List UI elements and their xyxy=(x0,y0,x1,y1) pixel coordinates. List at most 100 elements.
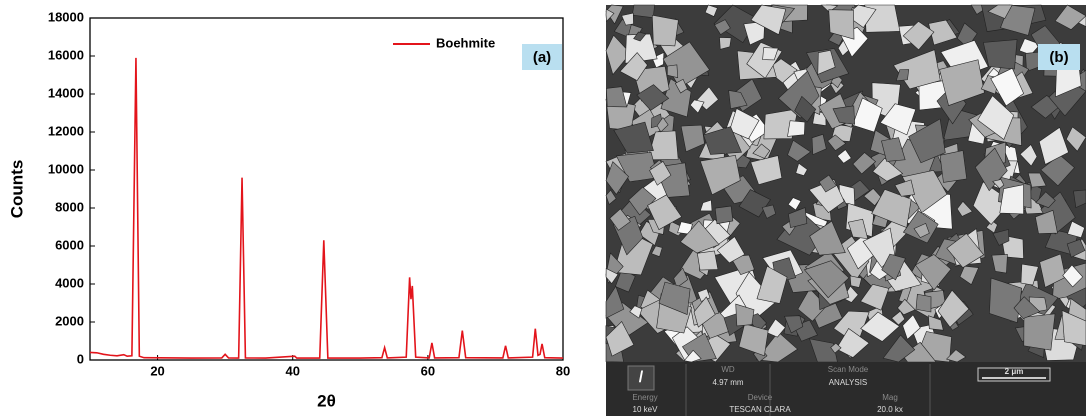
y-tick-label: 4000 xyxy=(55,275,84,290)
crystal xyxy=(811,133,827,156)
scale-bar-label: 2 μm xyxy=(1005,367,1024,376)
crystal xyxy=(842,285,859,303)
plot-frame xyxy=(89,17,564,361)
panel-label-box xyxy=(1038,44,1080,70)
crystal xyxy=(794,95,817,123)
info-label: WD xyxy=(721,365,735,374)
crystal xyxy=(1038,126,1069,165)
crystal xyxy=(651,14,679,47)
crystal xyxy=(716,236,746,264)
annotation-box xyxy=(522,44,562,70)
crystal xyxy=(609,208,631,231)
crystal xyxy=(628,186,657,216)
crystal xyxy=(828,9,855,40)
crystal xyxy=(1013,296,1041,320)
crystal xyxy=(852,152,877,175)
crystal xyxy=(651,245,663,258)
crystal xyxy=(788,207,808,228)
crystal xyxy=(696,250,719,271)
crystal xyxy=(915,254,952,291)
crystal xyxy=(894,179,915,197)
crystal xyxy=(946,233,985,269)
crystal xyxy=(991,254,1008,274)
crystal xyxy=(679,220,720,254)
crystal xyxy=(956,22,978,49)
panel-label: (b) xyxy=(1049,49,1068,66)
crystal xyxy=(915,293,932,313)
crystal xyxy=(680,124,705,153)
crystal xyxy=(795,162,808,177)
crystal xyxy=(756,265,788,304)
crystal xyxy=(683,349,702,363)
x-tick-label: 80 xyxy=(556,363,570,378)
crystal xyxy=(881,253,906,281)
crystal xyxy=(1035,191,1056,209)
x-tick-label: 60 xyxy=(421,363,435,378)
y-tick-label: 2000 xyxy=(55,313,84,328)
scale-bar-box xyxy=(977,367,1051,382)
info-label: Energy xyxy=(632,393,657,402)
crystal xyxy=(621,12,634,26)
y-tick-label: 14000 xyxy=(48,85,84,100)
info-value: ANALYSIS xyxy=(829,378,868,387)
crystal xyxy=(902,20,935,51)
crystal xyxy=(784,315,804,334)
y-tick-label: 0 xyxy=(77,351,84,366)
crystal xyxy=(728,90,748,109)
crystal xyxy=(714,205,734,225)
crystal xyxy=(809,220,846,256)
crystal xyxy=(928,315,944,331)
crystal xyxy=(631,4,655,19)
crystal xyxy=(1035,209,1058,234)
crystal xyxy=(752,143,771,159)
crystal xyxy=(999,184,1024,215)
crystal xyxy=(939,150,968,183)
crystal xyxy=(827,134,847,152)
crystal xyxy=(817,49,836,75)
crystal xyxy=(1023,313,1056,351)
crystal xyxy=(849,275,862,288)
crystal xyxy=(882,334,916,363)
crystal xyxy=(649,160,672,186)
crystal xyxy=(1061,310,1086,346)
logo-mark: / xyxy=(639,369,644,386)
crystal xyxy=(704,4,718,17)
crystal xyxy=(674,78,688,94)
crystal xyxy=(647,194,683,231)
annotation: (a) xyxy=(533,49,551,66)
crystal xyxy=(881,137,906,162)
crystal xyxy=(879,103,917,136)
crystal xyxy=(1027,172,1047,188)
crystal xyxy=(959,265,980,286)
crystal xyxy=(897,298,916,316)
crystal xyxy=(835,328,870,358)
crystal xyxy=(832,105,855,125)
crystal xyxy=(808,179,845,214)
crystal xyxy=(762,47,779,61)
crystal xyxy=(956,200,973,217)
crystal xyxy=(605,34,631,76)
crystal xyxy=(913,222,930,238)
crystal xyxy=(605,161,629,195)
crystal xyxy=(761,204,777,219)
crystal xyxy=(992,179,1005,189)
crystal xyxy=(605,320,635,357)
series-line xyxy=(89,57,564,359)
crystal xyxy=(830,342,842,354)
x-axis-label: 2θ xyxy=(317,391,336,410)
crystal xyxy=(624,33,658,64)
crystal xyxy=(928,19,958,46)
crystal xyxy=(847,218,869,240)
y-tick-label: 16000 xyxy=(48,47,84,62)
crystal xyxy=(647,130,679,161)
crystal xyxy=(606,86,628,108)
crystal xyxy=(833,310,870,346)
crystal xyxy=(1067,220,1085,238)
crystal xyxy=(1062,264,1084,288)
crystal xyxy=(766,318,786,338)
crystal xyxy=(699,154,741,196)
x-tick-label: 20 xyxy=(150,363,164,378)
crystal xyxy=(633,31,647,42)
crystal xyxy=(1065,126,1086,152)
